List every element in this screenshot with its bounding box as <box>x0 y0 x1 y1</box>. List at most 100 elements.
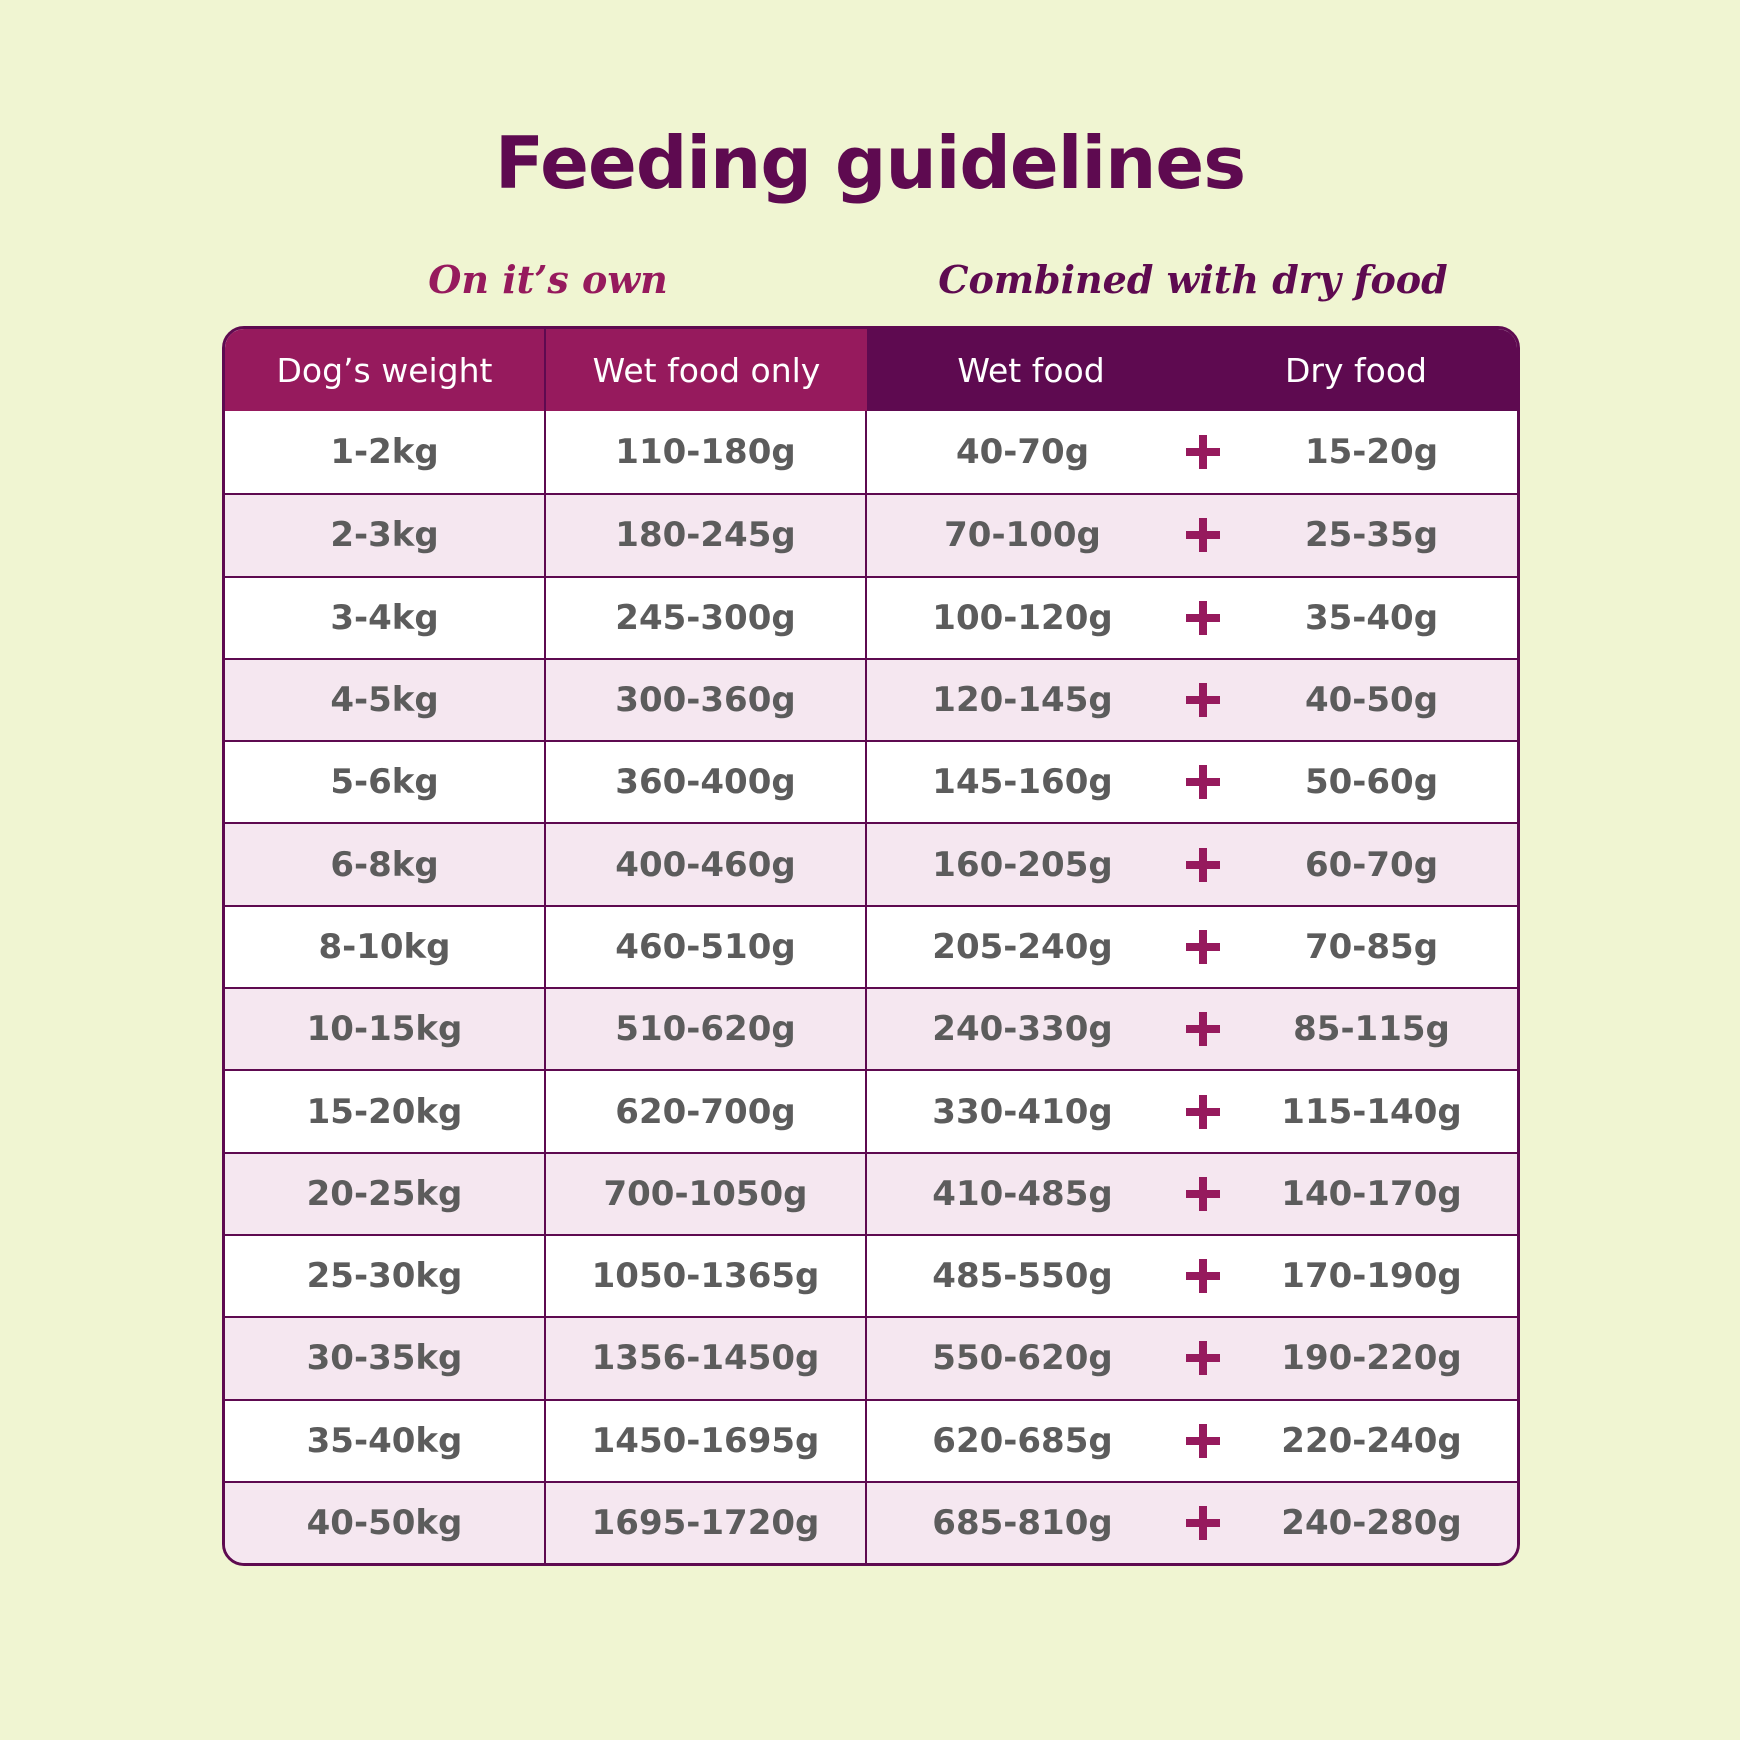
cell-dogs-weight: 15-20kg <box>225 1071 546 1152</box>
table-row: 4-5kg 300-360g 120-145g 40-50g <box>225 657 1517 741</box>
subhead-combined-with-dry-food: Combined with dry food <box>938 257 1448 302</box>
cell-wet-food: 240-330g <box>932 1009 1113 1050</box>
cell-dogs-weight: 6-8kg <box>225 824 546 905</box>
table-row: 1-2kg 110-180g 40-70g 15-20g <box>225 411 1517 494</box>
cell-dogs-weight: 40-50kg <box>225 1482 546 1563</box>
cell-dry-food: 170-190g <box>1281 1256 1462 1297</box>
cell-dry-food: 40-50g <box>1304 680 1439 721</box>
cell-wet-food-only: 300-360g <box>546 659 867 741</box>
cell-plus <box>1158 1154 1248 1234</box>
cell-dry-food: 190-220g <box>1281 1338 1462 1379</box>
plus-icon <box>1186 1094 1220 1129</box>
cell-dry-food: 50-60g <box>1304 762 1439 803</box>
cell-plus <box>1158 989 1248 1069</box>
header-dry-food: Dry food <box>1285 350 1427 390</box>
cell-wet-food: 330-410g <box>932 1091 1113 1132</box>
cell-plus <box>1158 1071 1248 1151</box>
header-dogs-weight: Dog’s weight <box>225 329 546 411</box>
cell-plus <box>1158 1483 1248 1563</box>
plus-icon <box>1186 600 1220 635</box>
plus-icon <box>1186 518 1220 553</box>
cell-dry-food: 35-40g <box>1304 597 1439 638</box>
cell-dry-food: 70-85g <box>1304 926 1439 967</box>
cell-wet-food-only: 700-1050g <box>546 1153 867 1234</box>
cell-wet-food: 70-100g <box>944 515 1101 556</box>
cell-plus <box>1158 1236 1248 1316</box>
table-row: 30-35kg 1356-1450g 550-620g 190-220g <box>225 1316 1517 1399</box>
cell-plus <box>1158 660 1248 740</box>
cell-wet-food-only: 460-510g <box>546 906 867 988</box>
cell-wet-food-only: 245-300g <box>546 577 867 658</box>
table-row: 2-3kg 180-245g 70-100g 25-35g <box>225 493 1517 576</box>
cell-dogs-weight: 3-4kg <box>225 577 546 658</box>
plus-icon <box>1186 1176 1220 1211</box>
cell-dry-food: 240-280g <box>1281 1503 1462 1543</box>
cell-wet-food: 120-145g <box>932 680 1113 721</box>
cell-wet-food-only: 1050-1365g <box>546 1235 867 1317</box>
cell-plus <box>1158 578 1248 658</box>
cell-dry-food: 140-170g <box>1281 1173 1462 1214</box>
plus-icon <box>1186 847 1220 882</box>
cell-wet-food: 620-685g <box>932 1420 1113 1461</box>
header-wet-food: Wet food <box>957 350 1105 390</box>
cell-plus <box>1158 907 1248 987</box>
header-combined-group: Wet food Dry food <box>867 329 1517 411</box>
cell-dry-food: 85-115g <box>1293 1009 1450 1050</box>
cell-wet-food-only: 620-700g <box>546 1071 867 1152</box>
plus-icon <box>1186 435 1220 470</box>
cell-wet-food: 205-240g <box>932 926 1113 967</box>
cell-plus <box>1158 411 1248 493</box>
cell-wet-food: 160-205g <box>932 844 1113 885</box>
table-row: 10-15kg 510-620g 240-330g 85-115g <box>225 987 1517 1070</box>
table-row: 15-20kg 620-700g 330-410g 115-140g <box>225 1069 1517 1152</box>
cell-wet-food: 100-120g <box>932 597 1113 638</box>
cell-dry-food: 220-240g <box>1281 1420 1462 1461</box>
table-row: 25-30kg 1050-1365g 485-550g 170-190g <box>225 1233 1517 1317</box>
cell-dogs-weight: 30-35kg <box>225 1318 546 1399</box>
cell-plus <box>1158 1401 1248 1481</box>
cell-wet-food-only: 510-620g <box>546 989 867 1070</box>
plus-icon <box>1186 1506 1220 1540</box>
plus-icon <box>1186 1012 1220 1047</box>
plus-icon <box>1186 1423 1220 1458</box>
table-row: 40-50kg 1695-1720g 685-810g 240-280g <box>225 1480 1517 1563</box>
plus-icon <box>1186 1341 1220 1376</box>
plus-icon <box>1186 765 1220 800</box>
cell-dogs-weight: 5-6kg <box>225 742 546 823</box>
table-body: 1-2kg 110-180g 40-70g 15-20g 2-3kg 180-245g 70… <box>225 411 1517 1563</box>
cell-wet-food: 550-620g <box>932 1338 1113 1379</box>
header-wet-food-only: Wet food only <box>546 329 867 411</box>
table-row: 8-10kg 460-510g 205-240g 70-85g <box>225 904 1517 988</box>
cell-wet-food: 685-810g <box>932 1503 1113 1543</box>
cell-plus <box>1158 742 1248 822</box>
cell-dogs-weight: 25-30kg <box>225 1235 546 1317</box>
table-row: 6-8kg 400-460g 160-205g 60-70g <box>225 822 1517 905</box>
table-row: 35-40kg 1450-1695g 620-685g 220-240g <box>225 1398 1517 1481</box>
cell-dogs-weight: 20-25kg <box>225 1153 546 1234</box>
cell-dry-food: 60-70g <box>1304 844 1439 885</box>
cell-dogs-weight: 1-2kg <box>225 411 546 494</box>
plus-icon <box>1186 1259 1220 1294</box>
plus-icon <box>1186 683 1220 718</box>
cell-dogs-weight: 4-5kg <box>225 659 546 741</box>
cell-wet-food-only: 1450-1695g <box>546 1400 867 1481</box>
cell-dogs-weight: 10-15kg <box>225 989 546 1070</box>
cell-wet-food: 40-70g <box>955 432 1090 473</box>
cell-dogs-weight: 8-10kg <box>225 906 546 988</box>
cell-wet-food: 485-550g <box>932 1256 1113 1297</box>
cell-dogs-weight: 2-3kg <box>225 495 546 576</box>
cell-plus <box>1158 1318 1248 1398</box>
plus-icon <box>1186 929 1220 964</box>
cell-plus <box>1158 495 1248 575</box>
cell-wet-food-only: 180-245g <box>546 495 867 576</box>
cell-wet-food: 145-160g <box>932 762 1113 803</box>
cell-dry-food: 15-20g <box>1304 432 1439 473</box>
table-row: 20-25kg 700-1050g 410-485g 140-170g <box>225 1151 1517 1234</box>
table-header-row: Dog’s weight Wet food only Wet food Dry … <box>225 329 1517 411</box>
cell-wet-food-only: 1356-1450g <box>546 1318 867 1399</box>
cell-wet-food: 410-485g <box>932 1173 1113 1214</box>
cell-wet-food-only: 1695-1720g <box>546 1482 867 1563</box>
feeding-table: Dog’s weight Wet food only Wet food Dry … <box>222 326 1520 1566</box>
table-row: 5-6kg 360-400g 145-160g 50-60g <box>225 740 1517 823</box>
cell-wet-food-only: 360-400g <box>546 742 867 823</box>
